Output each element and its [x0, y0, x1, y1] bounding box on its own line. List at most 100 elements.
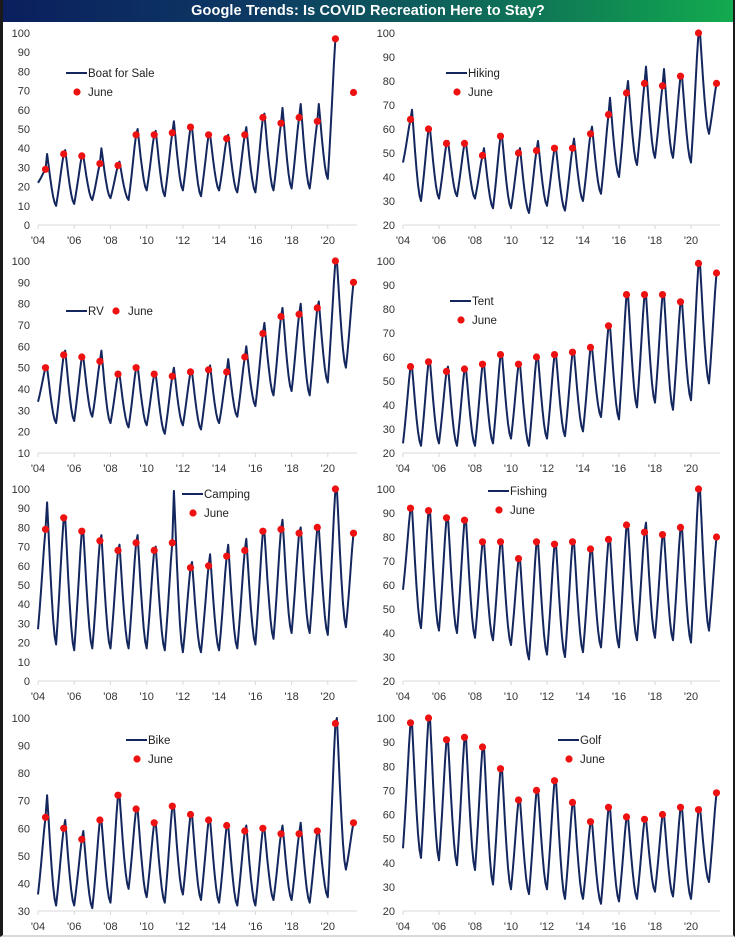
june-marker	[150, 819, 158, 827]
june-marker	[640, 815, 649, 823]
y-tick-label: 30	[18, 162, 30, 174]
june-marker	[259, 113, 267, 122]
june-marker	[41, 364, 50, 372]
june-marker	[205, 816, 213, 824]
june-marker	[550, 540, 559, 548]
june-marker	[150, 131, 158, 139]
legend: Golf June	[558, 735, 605, 766]
legend-june-swatch	[495, 506, 503, 514]
x-tick-label: '20	[321, 463, 335, 475]
x-tick-label: '08	[468, 691, 482, 703]
y-tick-label: 20	[18, 182, 30, 194]
june-marker	[241, 546, 249, 555]
june-marker	[460, 365, 469, 373]
june-marker	[132, 364, 140, 372]
june-marker	[622, 813, 631, 821]
june-marker	[532, 786, 541, 795]
june-marker	[114, 161, 122, 170]
y-tick-label: 20	[383, 676, 395, 688]
x-tick-label: '08	[468, 235, 482, 247]
june-marker	[550, 144, 559, 152]
series-line	[37, 38, 337, 207]
y-tick-label: 70	[383, 100, 395, 112]
series-line	[402, 262, 718, 447]
x-tick-label: '10	[504, 691, 518, 703]
june-marker	[277, 119, 285, 127]
x-tick-label: '20	[684, 463, 698, 475]
june-marker	[658, 291, 667, 299]
june-marker	[114, 546, 122, 555]
y-tick-label: 30	[383, 652, 395, 664]
legend-june-swatch	[73, 88, 81, 96]
x-tick-label: '10	[504, 921, 518, 933]
june-marker	[586, 130, 595, 138]
y-tick-label: 40	[18, 143, 30, 155]
june-marker	[186, 123, 195, 131]
y-tick-label: 50	[383, 834, 395, 846]
y-tick-label: 80	[383, 76, 395, 88]
series-line	[37, 717, 355, 910]
june-marker	[460, 733, 469, 741]
june-marker	[424, 358, 433, 366]
june-marker	[259, 329, 267, 338]
june-marker	[424, 125, 433, 133]
x-tick-label: '16	[612, 921, 626, 933]
x-tick-label: '12	[540, 921, 554, 933]
x-tick-label: '10	[140, 235, 154, 247]
june-marker	[622, 89, 631, 97]
june-marker	[694, 29, 703, 37]
june-marker	[442, 514, 451, 522]
y-tick-label: 50	[383, 148, 395, 160]
y-tick-label: 30	[383, 424, 395, 436]
june-marker	[60, 514, 68, 522]
june-marker	[223, 552, 231, 560]
june-marker	[406, 115, 415, 123]
x-tick-label: '16	[612, 691, 626, 703]
y-tick-label: 20	[18, 427, 30, 439]
legend-series-label: Fishing	[510, 486, 547, 498]
june-marker	[331, 485, 339, 493]
x-tick-label: '20	[321, 235, 335, 247]
x-tick-label: '08	[103, 691, 117, 703]
y-tick-label: 80	[383, 304, 395, 316]
june-marker	[442, 367, 451, 375]
june-marker	[78, 835, 86, 843]
june-marker	[150, 546, 158, 555]
x-tick-label: '10	[140, 463, 154, 475]
y-tick-label: 0	[24, 220, 30, 232]
chart-panel-tent: '04 '06 '08 '10 '12 '14 '16 '18 '20 20 30 40 50 60 70 8…	[377, 256, 721, 475]
june-marker	[478, 743, 487, 751]
june-marker	[712, 269, 721, 277]
legend-series-label: Tent	[472, 296, 495, 308]
june-marker	[96, 816, 104, 824]
june-marker	[186, 368, 195, 376]
june-marker	[640, 528, 649, 536]
x-tick-label: '18	[284, 463, 298, 475]
x-tick-label: '06	[67, 921, 81, 933]
chart-panel-boat-for-sale: '04 '06 '08 '10 '12 '14 '16 '18 '20 0 10 20 30 40 50 60…	[12, 28, 358, 247]
x-tick-label: '12	[540, 463, 554, 475]
y-tick-label: 10	[18, 657, 30, 669]
y-tick-label: 80	[383, 761, 395, 773]
y-tick-label: 90	[383, 280, 395, 292]
y-tick-label: 40	[383, 172, 395, 184]
june-marker	[442, 736, 451, 744]
june-marker	[424, 507, 433, 515]
june-marker	[259, 527, 267, 535]
june-marker	[205, 131, 213, 139]
legend-series-label: Hiking	[468, 68, 500, 80]
x-tick-label: '04	[31, 463, 45, 475]
y-tick-label: 60	[383, 810, 395, 822]
x-tick-label: '20	[321, 921, 335, 933]
y-tick-label: 100	[12, 484, 30, 496]
june-marker	[586, 818, 595, 826]
june-marker	[406, 504, 415, 512]
x-tick-label: '04	[396, 235, 410, 247]
y-tick-label: 60	[18, 341, 30, 353]
legend: Tent June	[450, 296, 497, 327]
legend-series-label: Boat for Sale	[88, 68, 154, 80]
x-tick-label: '16	[248, 463, 262, 475]
x-tick-label: '14	[212, 691, 226, 703]
legend-june-label: June	[128, 306, 153, 318]
legend-june-swatch	[453, 88, 461, 96]
